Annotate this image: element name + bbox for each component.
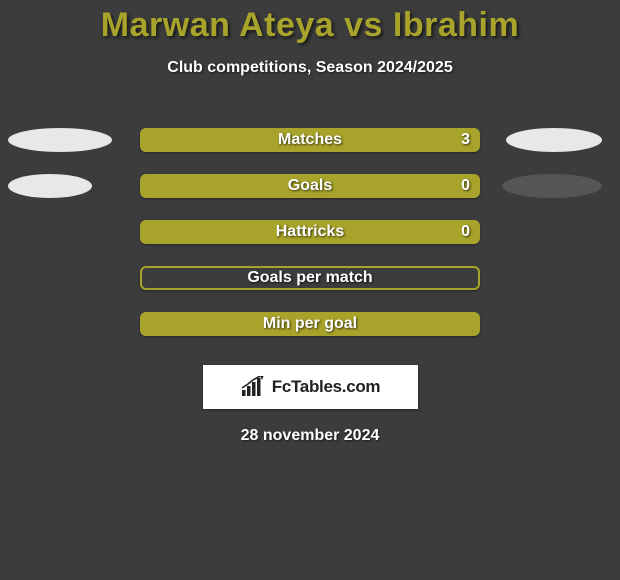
stat-value: 0 xyxy=(461,223,470,241)
page-title: Marwan Ateya vs Ibrahim xyxy=(0,0,620,45)
stat-bar: Goals per match xyxy=(140,266,480,290)
stat-bar: Goals 0 xyxy=(140,174,480,198)
stat-rows: Matches 3 Goals 0 Hattricks 0 Goals per match M… xyxy=(0,117,620,347)
ellipse-right xyxy=(502,174,602,198)
stat-label: Min per goal xyxy=(263,315,357,333)
stat-label: Hattricks xyxy=(276,223,344,241)
stat-row: Matches 3 xyxy=(0,117,620,163)
chart-icon xyxy=(240,376,266,398)
brand-box: FcTables.com xyxy=(203,365,418,409)
ellipse-left xyxy=(8,174,92,198)
stat-row: Goals 0 xyxy=(0,163,620,209)
stat-label: Goals per match xyxy=(247,269,372,287)
subtitle: Club competitions, Season 2024/2025 xyxy=(0,59,620,77)
stat-row: Goals per match xyxy=(0,255,620,301)
stat-label: Goals xyxy=(288,177,332,195)
stat-label: Matches xyxy=(278,131,342,149)
stat-row: Hattricks 0 xyxy=(0,209,620,255)
stat-bar: Hattricks 0 xyxy=(140,220,480,244)
stat-value: 0 xyxy=(461,177,470,195)
ellipse-left xyxy=(8,128,112,152)
stat-bar: Matches 3 xyxy=(140,128,480,152)
date-text: 28 november 2024 xyxy=(0,427,620,445)
ellipse-right xyxy=(506,128,602,152)
stat-row: Min per goal xyxy=(0,301,620,347)
stat-bar: Min per goal xyxy=(140,312,480,336)
brand-text: FcTables.com xyxy=(272,377,381,397)
stat-value: 3 xyxy=(461,131,470,149)
